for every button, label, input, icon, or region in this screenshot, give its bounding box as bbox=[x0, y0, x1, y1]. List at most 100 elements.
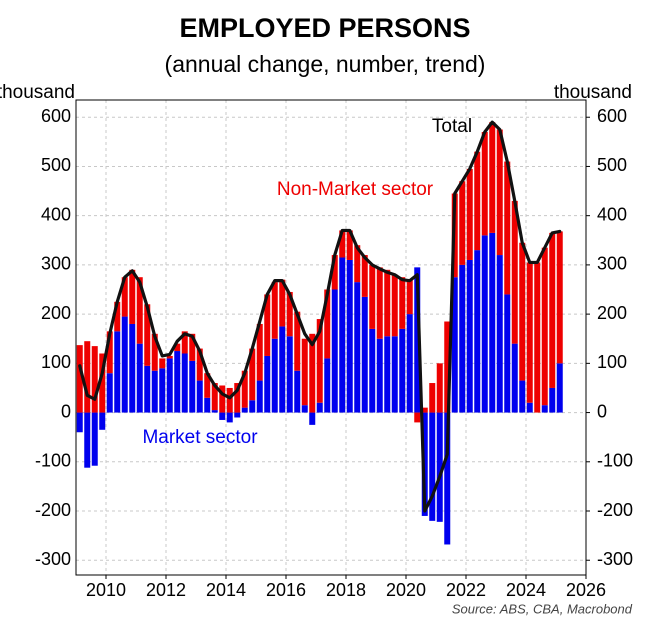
bar-segment bbox=[121, 316, 128, 413]
bar-segment bbox=[324, 358, 331, 413]
bar-segment bbox=[219, 385, 226, 413]
x-tick-label: 2024 bbox=[506, 580, 546, 600]
bar-segment bbox=[429, 412, 436, 521]
chart-title: EMPLOYED PERSONS bbox=[179, 13, 470, 43]
bar-segment bbox=[376, 267, 383, 339]
bar-segment bbox=[301, 405, 308, 413]
bar-segment bbox=[549, 232, 556, 388]
bar-segment bbox=[166, 355, 173, 359]
bar-segment bbox=[151, 370, 158, 413]
bar-segment bbox=[504, 294, 511, 413]
bar-segment bbox=[256, 380, 263, 413]
chart-subtitle: (annual change, number, trend) bbox=[165, 51, 486, 77]
x-tick-label: 2022 bbox=[446, 580, 486, 600]
bar-segment bbox=[391, 336, 398, 413]
bar-segment bbox=[331, 289, 338, 413]
bar-segment bbox=[249, 348, 256, 401]
bar-segment bbox=[489, 232, 496, 413]
bar-segment bbox=[541, 247, 548, 406]
bar-segment bbox=[511, 200, 518, 344]
total-line bbox=[78, 120, 562, 513]
bar-segment bbox=[114, 301, 121, 332]
series-label: Non-Market sector bbox=[277, 179, 434, 200]
y2-tick-label: 600 bbox=[597, 106, 627, 126]
bar-segment bbox=[286, 291, 293, 337]
plot-frame bbox=[75, 99, 587, 576]
bar-segment bbox=[361, 296, 368, 413]
bar-segment bbox=[511, 343, 518, 413]
bar-segment bbox=[174, 351, 181, 413]
bars bbox=[76, 122, 563, 545]
y-tick-label: -100 bbox=[35, 451, 71, 471]
bar-segment bbox=[369, 264, 376, 329]
bar-segment bbox=[399, 277, 406, 329]
bar-segment bbox=[279, 326, 286, 413]
bar-segment bbox=[331, 255, 338, 290]
bar-segment bbox=[384, 269, 391, 337]
bar-segment bbox=[324, 289, 331, 359]
y2-tick-label: -300 bbox=[597, 549, 633, 569]
y2-tick-label: 300 bbox=[597, 254, 627, 274]
bar-segment bbox=[474, 151, 481, 251]
bar-segment bbox=[436, 412, 443, 522]
bar-segment bbox=[301, 338, 308, 406]
bar-segment bbox=[414, 267, 421, 413]
bar-segment bbox=[444, 321, 451, 413]
bar-segment bbox=[436, 363, 443, 413]
y-tick-label: 200 bbox=[41, 303, 71, 323]
y2-axis-label: thousand bbox=[554, 82, 632, 103]
bar-segment bbox=[271, 282, 278, 339]
bar-segment bbox=[279, 279, 286, 327]
bar-segment bbox=[144, 365, 151, 413]
bar-segment bbox=[429, 383, 436, 413]
bar-segment bbox=[219, 412, 226, 420]
y-tick-label: 0 bbox=[61, 401, 71, 421]
bar-segment bbox=[369, 328, 376, 413]
bar-segment bbox=[91, 412, 98, 466]
bar-segment bbox=[459, 264, 466, 413]
y2-tick-label: 100 bbox=[597, 352, 627, 372]
bar-segment bbox=[399, 328, 406, 413]
bar-segment bbox=[174, 343, 181, 352]
lines bbox=[78, 120, 562, 513]
series-label: Total bbox=[432, 116, 472, 137]
bar-segment bbox=[481, 235, 488, 413]
bar-segment bbox=[556, 231, 563, 364]
bar-segment bbox=[466, 259, 473, 413]
y2-tick-label: -100 bbox=[597, 451, 633, 471]
bar-segment bbox=[99, 353, 106, 413]
bar-segment bbox=[91, 346, 98, 413]
bar-segment bbox=[84, 412, 91, 468]
bar-segment bbox=[271, 338, 278, 413]
bar-segment bbox=[256, 323, 263, 381]
bar-segment bbox=[181, 331, 188, 354]
bar-segment bbox=[451, 277, 458, 413]
bar-segment bbox=[286, 336, 293, 413]
y2-tick-label: 500 bbox=[597, 155, 627, 175]
bar-segment bbox=[481, 131, 488, 236]
bar-segment bbox=[316, 402, 323, 413]
bar-segment bbox=[466, 168, 473, 260]
bar-segment bbox=[264, 294, 271, 356]
bar-segment bbox=[384, 336, 391, 413]
bar-segment bbox=[114, 331, 121, 413]
bar-segment bbox=[534, 262, 541, 413]
bar-segment bbox=[406, 314, 413, 413]
source: Source: ABS, CBA, Macrobond bbox=[452, 601, 633, 616]
bar-segment bbox=[76, 412, 83, 433]
bar-segment bbox=[106, 373, 113, 413]
bar-segment bbox=[136, 343, 143, 413]
x-tick-label: 2016 bbox=[266, 580, 306, 600]
bar-segment bbox=[99, 412, 106, 430]
bar-segment bbox=[129, 323, 136, 413]
bar-segment bbox=[129, 269, 136, 324]
bar-segment bbox=[556, 363, 563, 413]
bar-segment bbox=[421, 407, 428, 413]
bar-segment bbox=[346, 230, 353, 260]
bar-segment bbox=[294, 311, 301, 371]
bar-segment bbox=[549, 387, 556, 413]
series-label: Market sector bbox=[142, 427, 258, 448]
bar-segment bbox=[226, 412, 233, 423]
y-axis-label: thousand bbox=[0, 82, 75, 103]
